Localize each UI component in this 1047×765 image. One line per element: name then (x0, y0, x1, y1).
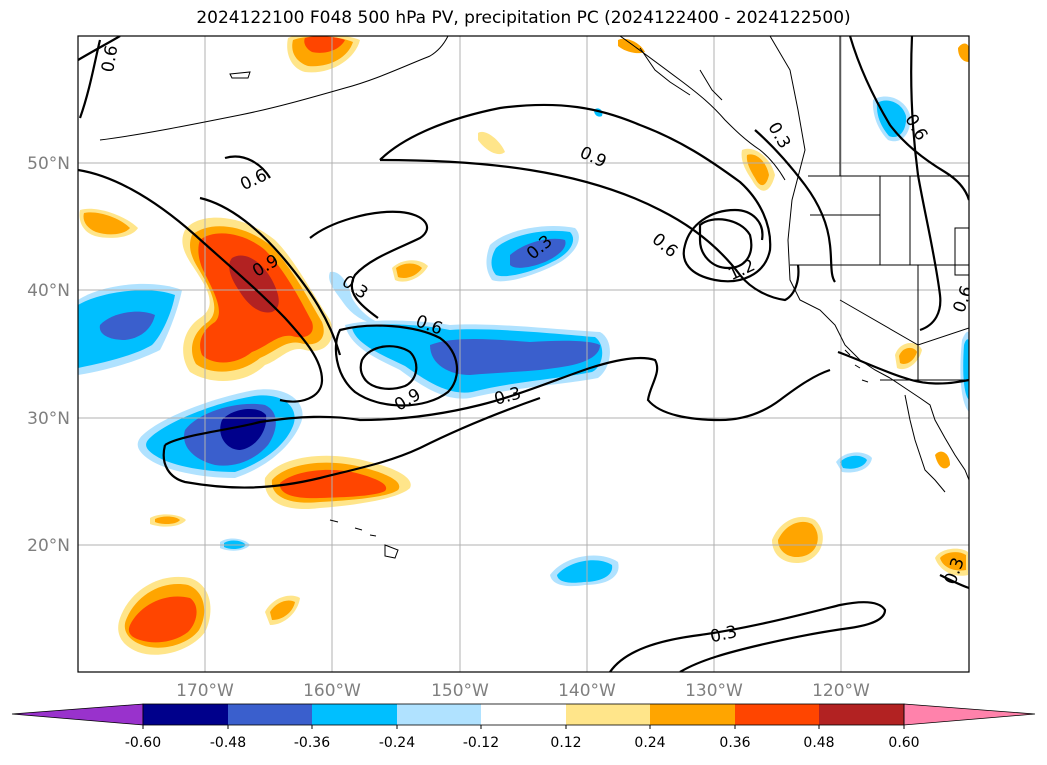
latitude-labels: 50°N 40°N 30°N 20°N (27, 154, 70, 556)
pv-contour-line (359, 345, 418, 390)
pv-contour-line (939, 574, 969, 590)
colorbar-swatch (228, 704, 312, 725)
pv-contour-label: 0.6 (98, 44, 122, 74)
country-borders (790, 36, 969, 381)
lon-label: 170°W (176, 681, 234, 701)
longitude-labels: 170°W 160°W 150°W 140°W 130°W 120°W (176, 681, 870, 701)
lat-label: 50°N (27, 154, 70, 174)
pv-contour-line (848, 36, 969, 201)
colorbar-tick-label: -0.24 (379, 735, 415, 751)
pv-contour-line (164, 356, 831, 446)
graticule (78, 36, 969, 672)
pv-contour-line (78, 39, 102, 119)
lat-label: 20°N (27, 536, 70, 556)
precip-negative-area (329, 271, 378, 323)
colorbar-tick-label: 0.48 (803, 735, 834, 751)
precip-positive-area (279, 469, 387, 499)
precip-negative-area (963, 339, 969, 400)
colorbar-ticks (142, 725, 905, 729)
colorbar-tick-label: 0.24 (634, 735, 665, 751)
precip-negative-area (557, 560, 613, 583)
map-frame (77, 35, 970, 673)
precip-negative-area (430, 338, 600, 375)
colorbar-swatch (481, 704, 566, 725)
lon-label: 120°W (812, 681, 870, 701)
lon-label: 140°W (558, 681, 616, 701)
lat-label: 40°N (27, 281, 70, 301)
colorbar-tick-label: 0.36 (719, 735, 750, 751)
colorbar-swatch (143, 704, 228, 725)
colorbar-swatch (735, 704, 819, 725)
precip-positive-area (778, 521, 818, 558)
colorbar-swatch (397, 704, 481, 725)
precip-negative-area (840, 455, 867, 469)
pv-contour-line (379, 103, 772, 283)
colorbar-tick-label: 0.12 (550, 735, 581, 751)
pv-contour-line (199, 196, 342, 356)
map-title: 2024122100 F048 500 hPa PV, precipitatio… (196, 8, 851, 28)
precip-positive-area (304, 36, 345, 53)
colorbar-swatch (650, 704, 735, 725)
pv-contour-line (162, 396, 541, 489)
colorbar-swatch (903, 703, 1036, 726)
pv-contour-line (754, 129, 836, 283)
precip-negative-area (876, 100, 907, 138)
pv-contour-line (379, 158, 800, 302)
colorbar-swatch (11, 703, 144, 726)
colorbar: -0.60 -0.48 -0.36 -0.24 -0.12 0.12 0.24 … (11, 703, 1036, 751)
precip-positive-area (899, 347, 917, 364)
pv-contour-line (309, 210, 428, 319)
precip-positive-area (935, 451, 950, 469)
precip-positive-area (478, 131, 505, 155)
colorbar-swatch (819, 704, 904, 725)
lon-label: 130°W (685, 681, 743, 701)
lat-label: 30°N (27, 409, 70, 429)
precip-positive-area (270, 600, 295, 620)
colorbar-tick-label: -0.12 (463, 735, 499, 751)
coastlines (99, 36, 969, 559)
colorbar-tick-label: -0.48 (210, 735, 246, 751)
pv-contour-line (910, 36, 942, 332)
pv-contour-line (334, 324, 459, 407)
colorbar-tick-label: -0.36 (294, 735, 330, 751)
precip-positive-area (83, 212, 130, 235)
lon-label: 160°W (303, 681, 361, 701)
pv-contours (78, 36, 969, 672)
lon-label: 150°W (431, 681, 489, 701)
precip-positive-area (958, 43, 969, 62)
pv-contour-line (837, 350, 969, 385)
colorbar-swatch (312, 704, 397, 725)
precip-positive-area (940, 552, 966, 571)
precip-positive-area (155, 516, 180, 525)
precip-negative-area (510, 238, 566, 268)
pv-contour-line (78, 168, 324, 403)
precip-negative-area (99, 311, 155, 340)
precip-negative-area (220, 408, 267, 450)
pv-contour-line (224, 155, 271, 179)
pv-contour-line (609, 601, 887, 672)
precip-positive-area (396, 263, 422, 278)
map-content: 0.6 0.6 0.9 0.3 0.6 0.9 0.3 0.9 0.6 1.2 … (78, 36, 969, 672)
precip-positive-area (746, 154, 769, 186)
precip-positive-area (128, 596, 197, 643)
colorbar-frame (142, 703, 905, 726)
colorbar-swatch (566, 704, 650, 725)
colorbar-tick-label: -0.60 (125, 735, 161, 751)
pv-contour-line (78, 36, 121, 61)
colorbar-tick-label: 0.60 (888, 735, 919, 751)
pv-contour-line (698, 218, 753, 270)
